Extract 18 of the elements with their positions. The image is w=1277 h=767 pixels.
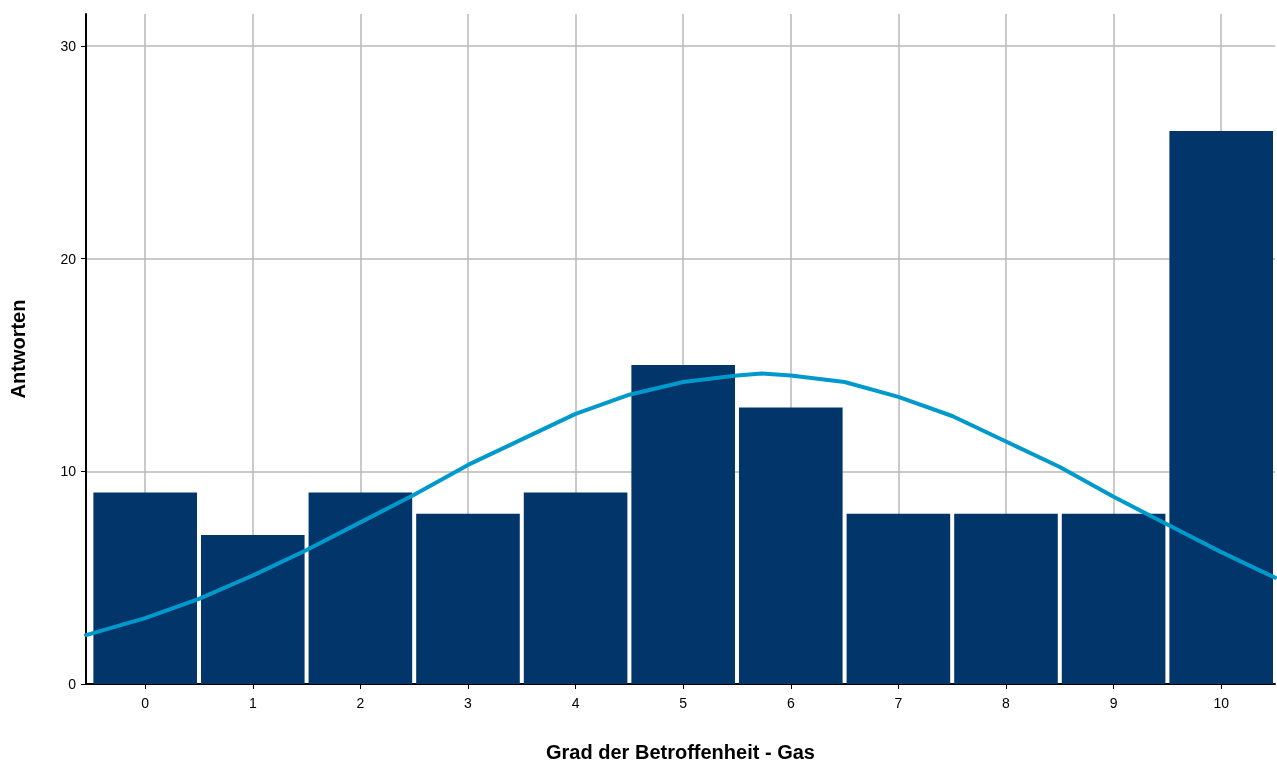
x-axis-title: Grad der Betroffenheit - Gas xyxy=(546,741,815,763)
x-tick-label: 9 xyxy=(1109,695,1118,711)
y-axis-title: Antworten xyxy=(7,299,29,399)
x-tick-label: 4 xyxy=(571,695,580,711)
x-tick-label: 3 xyxy=(464,695,473,711)
x-tick-label: 0 xyxy=(141,695,150,711)
x-tick-label: 8 xyxy=(1002,695,1011,711)
y-tick-label: 0 xyxy=(68,676,77,692)
x-tick-label: 7 xyxy=(894,695,903,711)
y-tick-label: 30 xyxy=(60,37,77,54)
x-tick-label: 6 xyxy=(786,695,795,711)
x-tick-label: 5 xyxy=(679,695,688,711)
y-tick-label: 20 xyxy=(60,250,77,267)
x-tick-label: 10 xyxy=(1213,695,1230,711)
y-tick-label: 10 xyxy=(60,463,77,480)
x-tick-label: 1 xyxy=(248,695,257,711)
line-series xyxy=(84,371,1277,638)
x-tick-label: 2 xyxy=(356,695,365,711)
